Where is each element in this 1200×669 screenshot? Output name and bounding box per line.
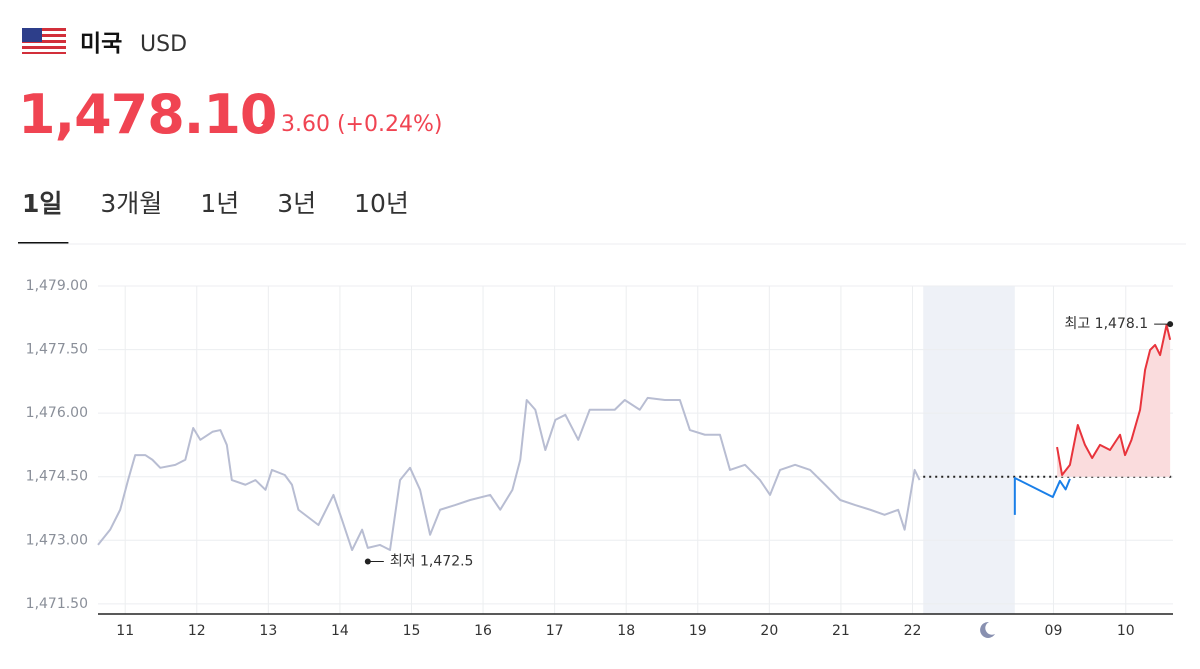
x-tick-label: 14	[331, 623, 349, 639]
y-tick-label: 1,477.50	[26, 342, 88, 358]
tab[interactable]: 3개월	[100, 189, 162, 218]
us-flag	[22, 28, 66, 54]
price-line	[1013, 476, 1071, 515]
x-tick-label: 16	[474, 623, 492, 639]
x-tick-label: 20	[760, 623, 778, 639]
up-arrow	[261, 115, 273, 124]
price-line	[97, 396, 921, 552]
y-tick-label: 1,471.50	[26, 596, 88, 612]
x-tick-label: 18	[617, 623, 635, 639]
x-tick-label: 21	[832, 623, 850, 639]
annotation-dot	[364, 558, 371, 565]
x-tick-label: 17	[546, 623, 564, 639]
night-icon	[980, 621, 995, 638]
x-tick-label: 09	[1045, 623, 1063, 639]
x-tick-label: 13	[259, 623, 277, 639]
x-tick-label: 15	[403, 623, 421, 639]
price-line	[1056, 323, 1172, 477]
annotation-dot	[1167, 321, 1174, 328]
y-tick-label: 1,479.00	[26, 278, 88, 294]
x-tick-label: 11	[116, 623, 134, 639]
area	[1057, 324, 1171, 477]
tab[interactable]: 1일	[22, 189, 62, 218]
y-tick-label: 1,476.00	[26, 405, 88, 421]
y-tick-label: 1,474.50	[26, 469, 88, 485]
currency: USD	[140, 32, 187, 57]
y-tick-label: 1,473.00	[26, 532, 88, 548]
change: 3.60 (+0.24%)	[281, 112, 442, 137]
annotation-label: 최저 1,472.5	[390, 553, 474, 569]
tab[interactable]: 3년	[277, 189, 316, 218]
tab[interactable]: 1년	[200, 189, 239, 218]
tabs: 1일 3개월 1년 3년 10년	[18, 189, 409, 244]
x-tick-label: 19	[689, 623, 707, 639]
annotation-label: 최고 1,478.1	[1064, 316, 1148, 332]
country: 미국	[80, 31, 122, 57]
x-tick-label: 22	[904, 623, 922, 639]
price: 1,478.10	[18, 83, 276, 146]
x-tick-label: 10	[1117, 623, 1135, 639]
x-tick-label: 12	[188, 623, 206, 639]
session-break	[923, 286, 1015, 614]
tab[interactable]: 10년	[354, 189, 409, 218]
